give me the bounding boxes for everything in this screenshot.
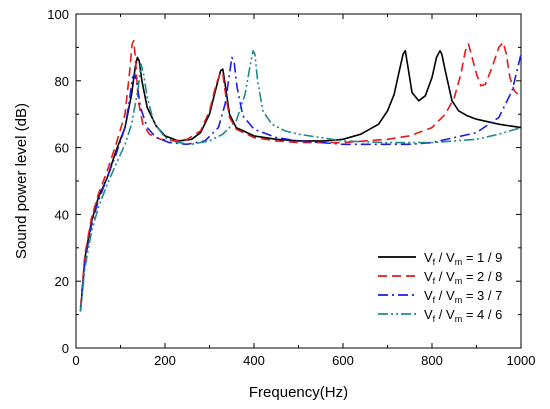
x-tick-label: 0	[72, 353, 79, 368]
y-tick-label: 0	[62, 341, 69, 356]
series-line-2	[79, 39, 522, 308]
y-tick-label: 80	[55, 74, 69, 89]
x-tick-label: 800	[421, 353, 443, 368]
series-line-3	[79, 53, 522, 312]
x-tick-label: 600	[332, 353, 354, 368]
y-tick-label: 60	[55, 141, 69, 156]
legend-label-1: Vf / Vm = 1 / 9	[424, 250, 502, 267]
axes-ticks: 0 200 400 600 800 1000 0 20 40 60 80 100	[47, 7, 535, 368]
legend-label-4: Vf / Vm = 4 / 6	[424, 307, 502, 324]
series-layer	[79, 39, 522, 312]
y-tick-label: 100	[47, 7, 69, 22]
x-tick-label: 200	[154, 353, 176, 368]
legend-label-3: Vf / Vm = 3 / 7	[424, 288, 502, 305]
y-axis-title: Sound power level (dB)	[13, 103, 30, 259]
y-tick-label: 20	[55, 274, 69, 289]
legend-label-2: Vf / Vm = 2 / 8	[424, 269, 502, 286]
x-axis-title: Frequency(Hz)	[249, 384, 348, 401]
x-tick-label: 1000	[507, 353, 536, 368]
x-tick-label: 400	[243, 353, 265, 368]
y-tick-label: 40	[55, 207, 69, 222]
legend: Vf / Vm = 1 / 9 Vf / Vm = 2 / 8 Vf / Vm = …	[378, 250, 502, 324]
series-line-4	[79, 49, 522, 312]
